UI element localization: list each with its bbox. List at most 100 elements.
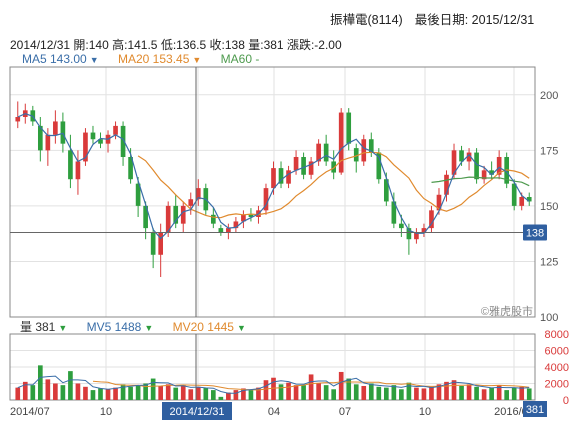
candle-body: [278, 168, 284, 184]
volume-legend: 量 381 ▼ MV5 1488 ▼ MV20 1445 ▼: [20, 318, 262, 335]
ma-legend: MA5 143.00 ▼ MA20 153.45 ▼ MA60 -: [22, 52, 259, 66]
ohlc-close: 收:138: [209, 38, 245, 52]
volume-bar: [60, 385, 66, 400]
volume-bar: [263, 380, 269, 400]
volume-bar: [105, 389, 111, 400]
volume-bar: [323, 385, 329, 400]
volume-tag-box: [523, 401, 547, 417]
price-tick-label: 125: [540, 256, 558, 268]
candlesticks: [15, 101, 532, 277]
volume-bar: [15, 387, 21, 400]
crosshair-volume-tag: 381: [523, 401, 547, 417]
ma5-line: [17, 113, 530, 240]
candle-body: [481, 170, 487, 180]
price-tag-text: 138: [526, 228, 544, 240]
candle-body: [421, 228, 427, 233]
candle-body: [241, 214, 246, 222]
crosshair-price-tag: 138: [523, 224, 547, 241]
candle-body: [316, 143, 321, 162]
volume-bar: [113, 387, 118, 400]
stock-name: 振樺電(8114): [330, 13, 403, 27]
volume-bar: [150, 378, 156, 400]
candle-body: [37, 125, 43, 151]
volume-bar: [158, 385, 164, 400]
candle-body: [263, 188, 269, 211]
volume-bar: [98, 388, 103, 400]
candle-body: [391, 201, 397, 224]
volume-bar: [511, 387, 517, 400]
volume-bar: [53, 383, 58, 400]
candle-body: [383, 179, 389, 202]
volume-bar: [45, 379, 51, 400]
price-tag-box: [523, 224, 547, 241]
ohlc-volume: 量:381: [248, 38, 284, 52]
candle-body: [143, 205, 148, 229]
volume-bar: [368, 383, 374, 400]
volume-bar: [30, 385, 36, 400]
volume-bar: [293, 385, 299, 400]
volume-bar: [22, 381, 28, 400]
volume-bar: [256, 387, 261, 400]
price-axis-labels: 200 175 150 125 100: [540, 90, 558, 324]
candle-body: [489, 170, 494, 175]
candle-body: [75, 161, 81, 180]
volume-tag-text: 381: [526, 404, 544, 416]
candle-body: [180, 205, 186, 224]
mv20-toggle-icon[interactable]: ▼: [236, 323, 246, 333]
volume-bar: [135, 385, 141, 400]
volume-bar: [90, 390, 96, 400]
volume-bar: [188, 389, 194, 400]
candle-body: [361, 139, 367, 162]
ma5-toggle-icon[interactable]: ▼: [89, 55, 99, 65]
candle-body: [248, 214, 254, 217]
volume-bar: [226, 392, 231, 400]
candle-body: [451, 150, 457, 175]
candle-body: [474, 152, 479, 180]
candle-body: [414, 232, 419, 240]
x-tick-label: 10: [419, 406, 431, 418]
volume-bar: [75, 383, 81, 400]
candle-body: [338, 112, 344, 173]
volume-tick-label: 6000: [545, 346, 569, 358]
x-axis-labels: 2014/07 10 04 07 10 2016/01: [10, 406, 534, 418]
price-tick-label: 150: [540, 201, 558, 213]
candle-body: [226, 228, 231, 233]
volume-bar: [195, 386, 201, 400]
volume-bar: [128, 386, 133, 400]
candle-body: [301, 157, 306, 175]
volume-bar: [481, 389, 487, 400]
date-tag-text: 2014/12/31: [169, 406, 224, 418]
candle-body: [323, 143, 329, 162]
price-grid: [9, 67, 535, 318]
volume-bar: [165, 384, 171, 400]
ma20-toggle-icon[interactable]: ▼: [192, 55, 202, 65]
candle-body: [399, 223, 404, 229]
volume-bar: [286, 382, 291, 400]
volume-toggle-icon[interactable]: ▼: [58, 323, 68, 333]
volume-bar: [361, 385, 367, 400]
volume-bar: [241, 388, 246, 400]
volume-bar: [353, 384, 359, 400]
volume-bar: [496, 385, 502, 400]
volume-bar: [474, 386, 479, 400]
volume-bar: [301, 385, 306, 400]
candle-body: [331, 161, 337, 173]
volume-bar: [346, 378, 352, 400]
volume-bar: [459, 385, 464, 400]
mv5-toggle-icon[interactable]: ▼: [144, 323, 154, 333]
candle-body: [98, 139, 103, 144]
volume-bar: [271, 377, 276, 400]
legend-volume: 量 381: [20, 320, 56, 334]
candle-body: [83, 132, 88, 162]
legend-ma20: MA20 153.45: [117, 52, 190, 66]
volume-bar: [526, 388, 532, 400]
volume-bar: [504, 390, 510, 400]
volume-bar: [383, 387, 389, 400]
volume-tick-label: 2000: [545, 379, 569, 391]
ohlc-low: 低:136.5: [160, 38, 207, 52]
candle-body: [173, 205, 179, 224]
volume-bar: [399, 389, 404, 400]
volume-bar: [180, 385, 186, 400]
ohlc-high: 高:141.5: [112, 38, 158, 52]
